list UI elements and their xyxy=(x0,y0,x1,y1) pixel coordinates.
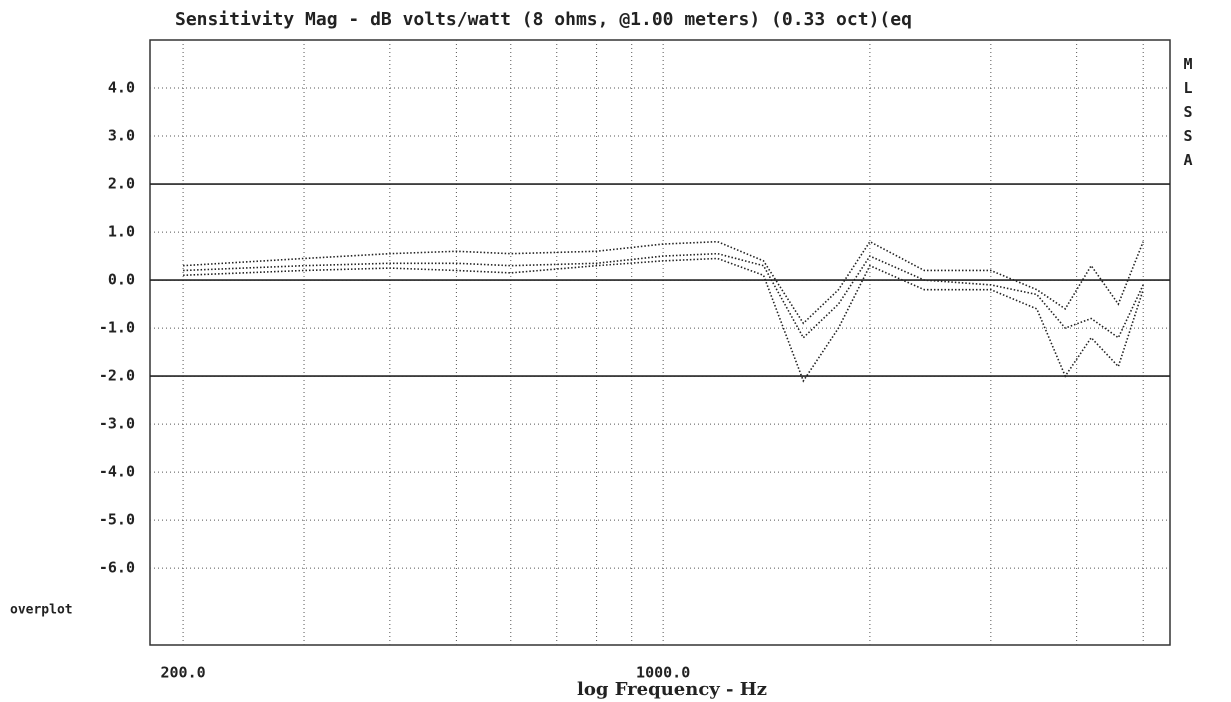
x-tick-label: 1000.0 xyxy=(636,664,690,682)
y-tick-label: 0.0 xyxy=(108,271,135,289)
y-tick-label: -5.0 xyxy=(99,511,135,529)
curve xyxy=(183,257,1144,383)
y-tick-label: -3.0 xyxy=(99,415,135,433)
x-axis-label: log Frequency - Hz xyxy=(577,679,767,700)
corner-label: overplot xyxy=(10,603,73,618)
side-label: MLSSA xyxy=(1179,55,1197,175)
plot-frame xyxy=(149,39,1171,646)
curve xyxy=(183,252,1144,339)
y-tick-label: -4.0 xyxy=(99,463,135,481)
y-tick-label: 2.0 xyxy=(108,175,135,193)
y-tick-label: -6.0 xyxy=(99,559,135,577)
y-tick-label: 3.0 xyxy=(108,127,135,145)
y-tick-label: -2.0 xyxy=(99,367,135,385)
curve xyxy=(183,240,1144,325)
y-tick-label: 4.0 xyxy=(108,79,135,97)
x-tick-label: 200.0 xyxy=(161,664,206,682)
chart-title: Sensitivity Mag - dB volts/watt (8 ohms,… xyxy=(175,9,912,30)
y-tick-label: -1.0 xyxy=(99,319,135,337)
y-tick-label: 1.0 xyxy=(108,223,135,241)
